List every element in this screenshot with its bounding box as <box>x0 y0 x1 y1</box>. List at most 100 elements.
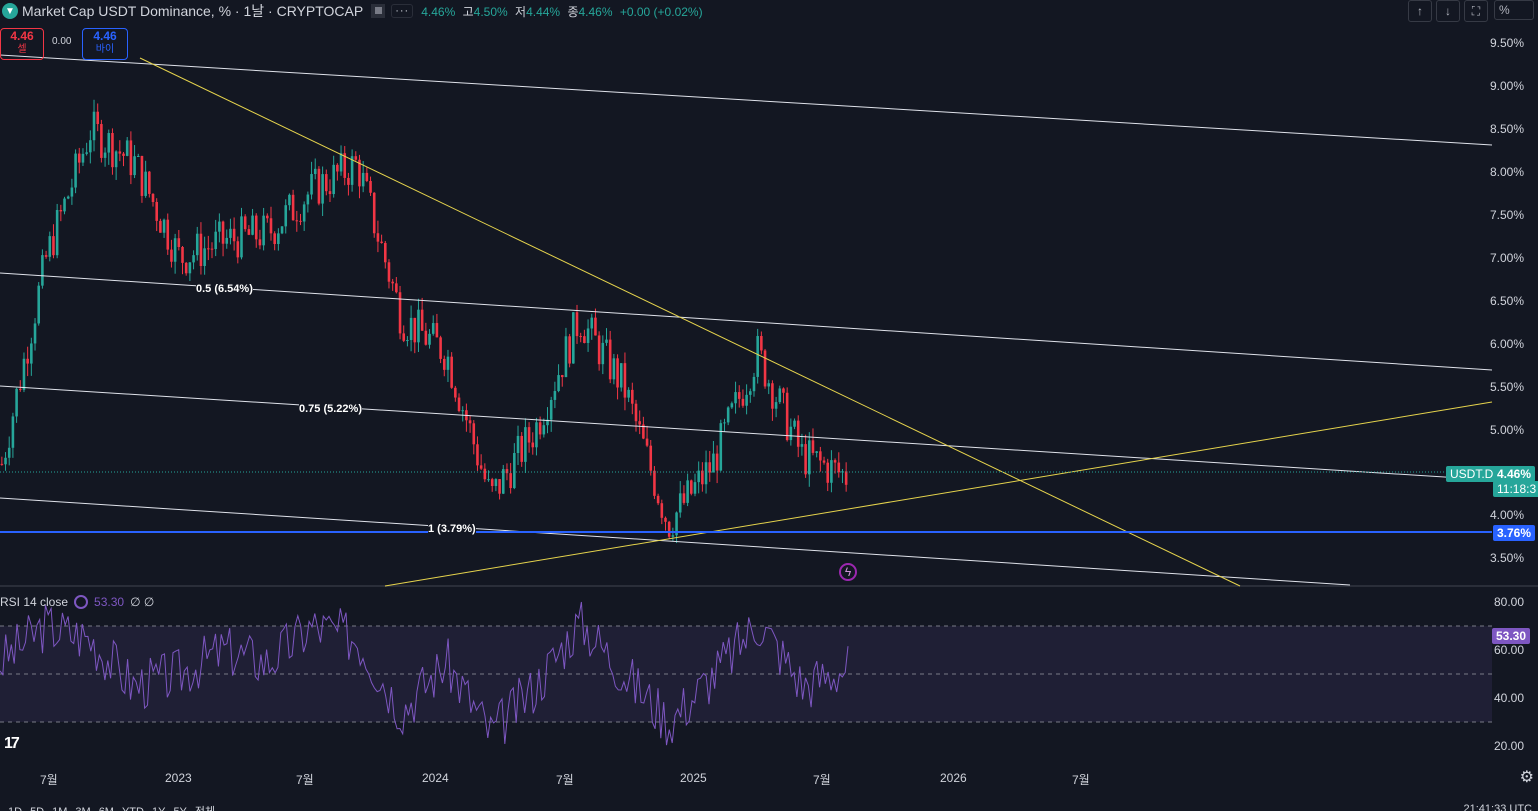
candle-body <box>33 323 37 344</box>
range-button[interactable]: YTD <box>122 806 144 811</box>
range-button[interactable]: 5Y <box>173 806 186 811</box>
arrow-down-icon[interactable]: ↓ <box>1436 0 1460 22</box>
candle-body <box>653 470 656 496</box>
candle-body <box>763 350 767 387</box>
refresh-icon[interactable] <box>74 595 89 609</box>
candle-body <box>778 388 782 403</box>
countdown-badge: 11:18:3 <box>1493 481 1538 497</box>
candle-body <box>686 480 689 503</box>
candle-body <box>277 233 280 245</box>
candle-body <box>804 444 807 475</box>
candle-body <box>4 457 7 465</box>
candle-body <box>796 420 800 447</box>
candle-body <box>254 215 258 240</box>
candle-body <box>37 285 41 324</box>
candle-body <box>461 410 465 412</box>
price-axis-label: 6.50% <box>1489 293 1524 308</box>
candle-body <box>240 216 243 258</box>
range-button[interactable]: 3M <box>75 806 90 811</box>
range-button[interactable]: 전체 <box>195 806 215 811</box>
candle-body <box>479 465 483 469</box>
candle-body <box>782 388 785 393</box>
range-button[interactable]: 1M <box>52 806 67 811</box>
channel-line <box>0 497 1351 586</box>
candle-body <box>446 356 450 370</box>
more-dots-button[interactable]: ··· <box>391 4 414 18</box>
candle-body <box>383 242 387 263</box>
candle-body <box>22 358 26 390</box>
candle-body <box>793 420 796 427</box>
rsi-value: 53.30 <box>94 595 125 609</box>
sell-button[interactable]: 4.46 셀 <box>0 28 44 60</box>
fullscreen-icon[interactable]: ⛶ <box>1464 0 1488 22</box>
candle-body <box>564 336 568 378</box>
time-axis-label: 2024 <box>422 771 449 785</box>
candle-body <box>369 181 372 193</box>
candle-body <box>575 312 579 337</box>
candle-body <box>601 342 605 365</box>
candle-body <box>229 228 232 238</box>
candle-body <box>372 192 376 234</box>
range-button[interactable]: 1D <box>8 806 22 811</box>
candle-body <box>715 453 719 471</box>
rsi-legend[interactable]: RSI 14 close 53.30 ∅ ∅ <box>0 595 154 609</box>
candle-body <box>760 336 763 351</box>
candle-body <box>100 124 103 158</box>
candle-body <box>125 140 129 156</box>
candle-body <box>457 397 461 411</box>
candle-body <box>708 462 712 473</box>
candle-body <box>328 191 332 195</box>
candle-body <box>409 317 413 341</box>
scale-mode-button[interactable]: % <box>1494 0 1534 20</box>
time-axis-label: 7월 <box>556 773 574 787</box>
candle-body <box>664 517 667 522</box>
time-axis-label: 7월 <box>813 773 831 787</box>
range-button[interactable]: 1Y <box>152 806 165 811</box>
candle-body <box>516 435 520 454</box>
fib-label: 0.5 (6.54%) <box>196 283 253 295</box>
candle-body <box>269 218 273 234</box>
buy-button[interactable]: 4.46 바이 <box>82 28 128 60</box>
flag-icon[interactable] <box>371 4 386 18</box>
candle-body <box>439 337 442 359</box>
candle-body <box>159 220 162 233</box>
candle-body <box>251 215 254 235</box>
price-axis-label: 9.50% <box>1489 36 1524 51</box>
candle-body <box>74 153 77 188</box>
candle-body <box>151 193 155 202</box>
candle-body <box>424 330 428 345</box>
candle-body <box>77 153 81 163</box>
candle-body <box>494 479 498 487</box>
candle-body <box>524 427 527 462</box>
candle-body <box>192 255 195 263</box>
gear-icon[interactable]: ⚙ <box>1519 769 1534 786</box>
candle-body <box>273 233 276 245</box>
candle-body <box>756 336 759 377</box>
candle-body <box>723 422 726 424</box>
candle-body <box>232 228 236 242</box>
flash-icon[interactable]: ϟ <box>839 563 857 581</box>
tradingview-logo[interactable]: 17 <box>4 735 20 752</box>
candle-body <box>140 155 144 196</box>
range-button[interactable]: 5D <box>30 806 44 811</box>
candle-body <box>114 151 118 168</box>
candle-body <box>560 375 564 378</box>
candle-body <box>339 153 343 172</box>
candle-body <box>413 317 417 343</box>
utc-time: 21:41:33 UTC <box>1463 803 1532 811</box>
candle-body <box>807 440 811 475</box>
candle-body <box>428 333 431 345</box>
candle-body <box>487 479 490 481</box>
candle-body <box>417 309 420 343</box>
candle-body <box>170 249 173 262</box>
range-button[interactable]: 6M <box>99 806 114 811</box>
ohlc-close: 4.46% <box>578 4 613 19</box>
symbol-title[interactable]: Market Cap USDT Dominance, % · 1날 · CRYP… <box>22 3 364 19</box>
candle-body <box>365 172 369 182</box>
arrow-up-icon[interactable]: ↑ <box>1408 0 1432 22</box>
candle-body <box>583 336 586 343</box>
price-axis-label: 8.50% <box>1489 122 1524 137</box>
candle-body <box>299 220 302 222</box>
candle-body <box>597 335 601 365</box>
